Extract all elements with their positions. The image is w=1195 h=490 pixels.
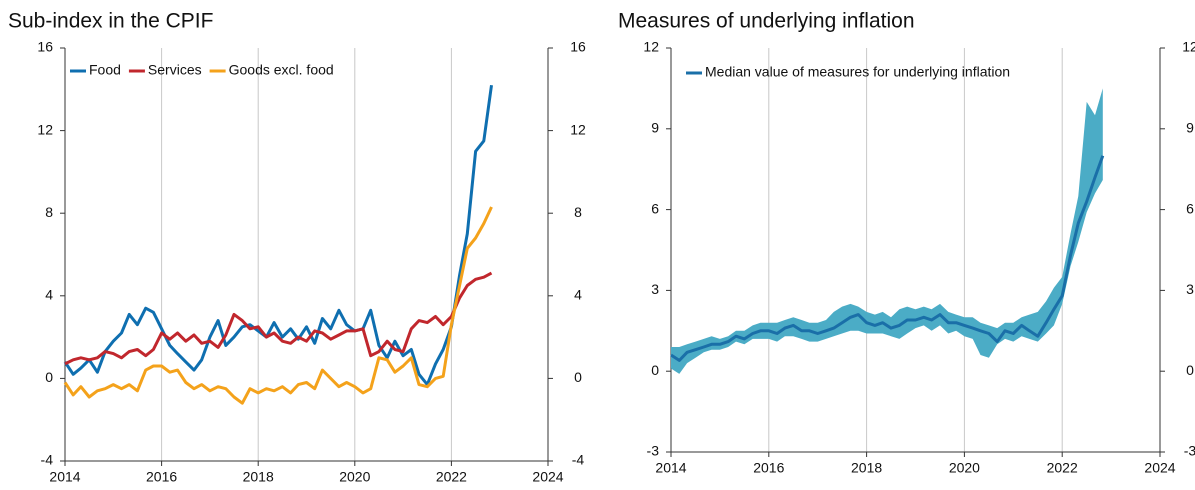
x-tick-label: 2014 (49, 469, 80, 485)
x-tick-label: 2020 (949, 460, 980, 476)
y-tick-label: 0 (45, 369, 53, 385)
y2-tick-label: 0 (1186, 362, 1194, 378)
y2-tick-label: 3 (1186, 281, 1194, 297)
series-line (63, 206, 493, 405)
series-line (64, 271, 493, 366)
y2-tick-label: -4 (572, 452, 585, 468)
y-tick-label: 9 (651, 120, 659, 136)
y2-tick-label: 12 (1182, 39, 1195, 55)
x-tick-label: 2016 (146, 469, 177, 485)
y2-tick-label: 12 (570, 121, 586, 137)
y-tick-label: 3 (651, 281, 659, 297)
y2-tick-label: 4 (574, 287, 582, 303)
x-tick-label: 2022 (1047, 460, 1078, 476)
y-tick-label: 16 (37, 39, 53, 55)
x-tick-label: 2018 (851, 460, 882, 476)
y-tick-label: 12 (37, 121, 53, 137)
y-tick-label: 8 (45, 204, 53, 220)
legend-label: Goods excl. food (229, 62, 334, 78)
legend-label: Services (148, 62, 202, 78)
y2-tick-label: -3 (1184, 443, 1195, 459)
x-tick-label: 2024 (532, 469, 563, 485)
x-tick-label: 2014 (655, 460, 686, 476)
y-tick-label: 4 (45, 287, 53, 303)
y2-tick-label: 0 (574, 369, 582, 385)
x-tick-label: 2022 (436, 469, 467, 485)
chart-title: Sub-index in the CPIF (8, 10, 213, 33)
y-tick-label: -4 (41, 452, 54, 468)
legend-label: Food (89, 62, 121, 78)
y2-tick-label: 8 (574, 204, 582, 220)
chart-title: Measures of underlying inflation (618, 10, 915, 33)
series-line (670, 155, 1105, 362)
series-line (63, 84, 493, 387)
y2-tick-label: 6 (1186, 200, 1194, 216)
range-band (671, 88, 1103, 374)
x-tick-label: 2024 (1144, 460, 1175, 476)
x-tick-label: 2018 (243, 469, 274, 485)
y-tick-label: 6 (651, 200, 659, 216)
y-tick-label: 12 (643, 39, 659, 55)
y2-tick-label: 16 (570, 39, 586, 55)
x-tick-label: 2020 (339, 469, 370, 485)
y-tick-label: -3 (647, 443, 660, 459)
x-tick-label: 2016 (753, 460, 784, 476)
y2-tick-label: 9 (1186, 120, 1194, 136)
y-tick-label: 0 (651, 362, 659, 378)
legend-label: Median value of measures for underlying … (705, 64, 1010, 80)
